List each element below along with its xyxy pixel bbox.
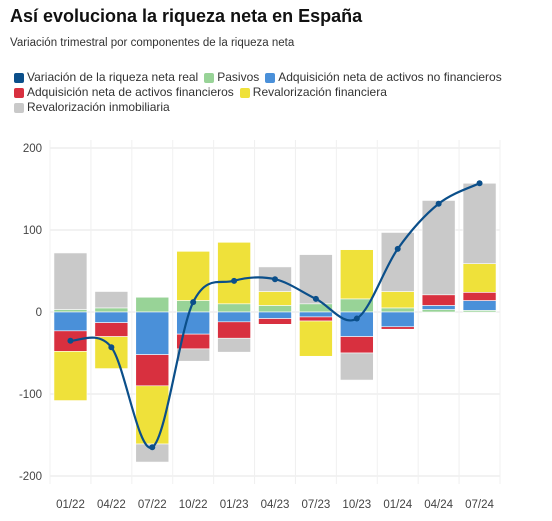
bar-pasivos [53,309,88,313]
bar-reval_inmo [217,337,251,353]
chart-title: Así evoluciona la riqueza neta en España [10,6,363,26]
bar-adq_no_fin [380,311,415,328]
bar-adq_fin [217,321,251,339]
line-point [231,277,238,284]
legend-swatch-adq-no-fin [265,72,276,83]
bar-adq_fin [135,354,170,387]
bar-adq_no_fin [135,311,170,355]
legend-label-pasivos: Pasivos [217,70,260,84]
bar-adq_fin [94,322,129,337]
x-tick-label: 01/23 [220,499,249,511]
bar-reval_fin [380,291,415,309]
legend-label-reval-inmo: Revalorización inmobiliaria [27,100,170,114]
bar-reval_inmo [94,291,129,309]
bar-pasivos [94,307,129,313]
y-tick-label: 0 [36,307,42,319]
legend-swatch-pasivos [204,72,215,83]
bar-adq_no_fin [258,311,292,319]
x-tick-label: 07/22 [138,499,167,511]
bar-adq_no_fin [94,311,129,323]
bar-pasivos [380,307,415,313]
bar-adq_fin [299,316,333,322]
chart-subtitle: Variación trimestral por componentes de … [10,37,295,49]
line-point [394,245,401,252]
bar-adq_fin [340,336,374,354]
bar-adq_no_fin [217,311,251,323]
bar-adq_fin [380,326,415,330]
line-point [272,276,278,283]
legend-label-reval-fin: Revalorización financiera [252,85,387,99]
y-tick-label: -200 [19,471,42,483]
bar-reval_inmo [299,254,333,305]
legend-label-line: Variación de la riqueza neta real [27,70,199,84]
bar-adq_no_fin [421,305,456,310]
legend-swatch-adq-fin [14,87,24,98]
line-point [67,337,74,344]
line-point [149,444,156,451]
line-point [312,295,319,302]
bar-reval_inmo [421,200,456,296]
bar-reval_fin [53,351,88,401]
bar-reval_inmo [380,232,415,292]
bar-adq_no_fin [462,300,497,311]
line-series-line [70,182,481,449]
x-tick-label: 04/23 [261,499,290,511]
bar-reval_inmo [340,352,374,381]
legend-item-reval-fin: Revalorización financiera [239,85,387,100]
line-point [190,299,197,306]
y-tick-label: 100 [23,225,42,237]
x-tick-label: 10/23 [342,499,371,511]
bar-reval_inmo [53,252,88,310]
bar-reval_fin [217,242,251,305]
x-tick-label: 01/22 [56,499,85,511]
legend-item-adq-fin: Adquisición neta de activos financieros [14,85,234,100]
x-tick-label: 07/24 [465,499,494,511]
bar-adq_fin [258,318,292,325]
y-tick-label: -100 [19,389,42,401]
legend-item-adq-no-fin: Adquisición neta de activos no financier… [265,70,502,85]
line-point [108,344,115,351]
bar-reval_fin [176,251,210,301]
bar-adq_no_fin [299,311,333,318]
legend-label-adq-no-fin: Adquisición neta de activos no financier… [278,70,502,84]
bar-reval_fin [340,249,374,300]
x-tick-label: 04/22 [97,499,126,511]
x-tick-label: 10/22 [179,499,208,511]
bar-pasivos [135,296,170,313]
line-point [476,180,483,187]
legend-label-adq-fin: Adquisición neta de activos financieros [27,85,234,99]
legend-swatch-reval-inmo [14,102,24,113]
bar-pasivos [421,309,456,313]
bar-adq_no_fin [53,311,88,332]
legend: Variación de la riqueza neta real Pasivo… [14,70,544,115]
bar-pasivos [217,303,251,313]
legend-swatch-line [14,72,24,83]
legend-item-line: Variación de la riqueza neta real [14,70,198,85]
bar-adq_fin [462,292,497,301]
bar-reval_fin [299,320,333,357]
x-tick-label: 04/24 [424,499,453,511]
legend-swatch-reval-fin [239,87,250,98]
y-tick-label: 200 [23,143,42,155]
bar-reval_inmo [258,266,292,292]
bar-reval_fin [462,263,497,293]
bar-pasivos [258,305,292,313]
bar-reval_inmo [462,182,497,264]
line-point [353,315,360,322]
bar-adq_fin [421,294,456,306]
legend-item-reval-inmo: Revalorización inmobiliaria [14,100,170,115]
x-tick-label: 01/24 [383,499,412,511]
bar-adq_no_fin [176,311,210,335]
bar-reval_fin [258,291,292,306]
line-point [435,200,442,207]
bar-reval_inmo [135,443,170,463]
x-tick-label: 07/23 [302,499,331,511]
bar-reval_fin [94,336,129,369]
legend-item-pasivos: Pasivos [204,70,259,85]
bar-reval_inmo [176,348,210,362]
